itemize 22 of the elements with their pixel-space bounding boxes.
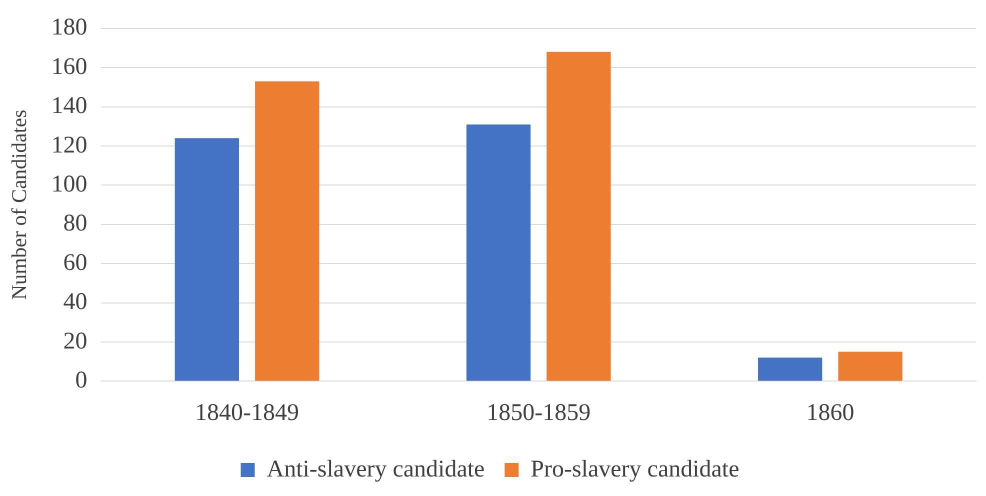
x-tick-label: 1840-1849 [195, 400, 299, 426]
y-tick-label: 160 [51, 54, 88, 80]
x-tick-label: 1860 [806, 400, 854, 426]
y-tick-label: 40 [63, 289, 88, 316]
x-tick-label: 1850-1859 [486, 400, 591, 426]
y-tick-label: 180 [51, 14, 88, 41]
y-tick-label: 120 [51, 132, 88, 158]
y-tick-label: 0 [75, 367, 88, 394]
y-axis-title: Number of Candidates [7, 110, 32, 300]
y-tick-label: 100 [51, 171, 88, 198]
y-tick-label: 20 [63, 328, 88, 354]
bar [758, 358, 822, 381]
legend-label: Anti-slavery candidate [266, 456, 485, 482]
bar [546, 52, 611, 381]
legend-label: Pro-slavery candidate [530, 456, 740, 482]
bar [838, 352, 902, 381]
bar [174, 138, 239, 381]
bar [466, 124, 531, 381]
bar [255, 81, 320, 381]
y-tick-label: 60 [63, 250, 88, 276]
y-tick-label: 80 [63, 210, 88, 237]
y-tick-label: 140 [51, 93, 88, 120]
